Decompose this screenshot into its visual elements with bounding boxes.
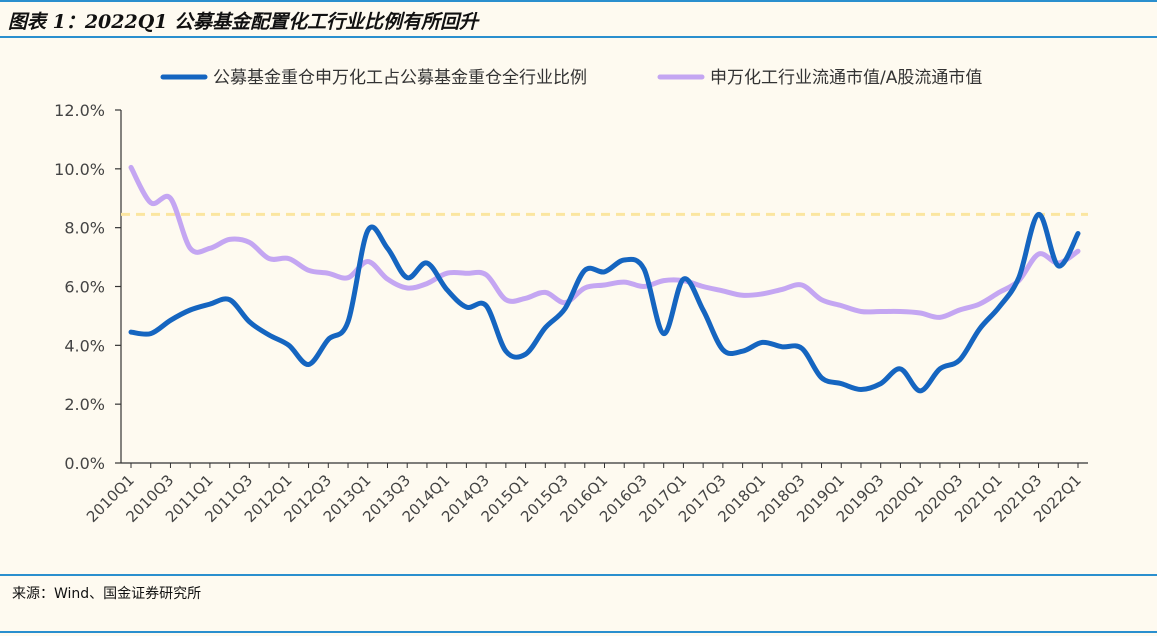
- legend-item-fund-allocation-label: 公募基金重仓申万化工占公募基金重仓全行业比例: [213, 68, 587, 88]
- y-tick-label: 12.0%: [54, 101, 105, 120]
- source-note: 来源：Wind、国金证券研究所: [12, 586, 202, 602]
- bottom-divider: [0, 631, 1157, 633]
- line-chart: 0.0%2.0%4.0%6.0%8.0%10.0%12.0%2010Q12010…: [54, 68, 1088, 526]
- y-tick-label: 2.0%: [64, 395, 105, 414]
- legend-item-market-cap-ratio-label: 申万化工行业流通市值/A股流通市值: [710, 68, 982, 88]
- series-line-fund-allocation: [128, 211, 1081, 394]
- footer-divider: [0, 574, 1157, 576]
- title-bar: 图表 1：2022Q1 公募基金配置化工行业比例有所回升: [0, 0, 1157, 38]
- y-tick-label: 4.0%: [64, 336, 105, 355]
- y-tick-label: 8.0%: [64, 219, 105, 238]
- series-line-market-cap-ratio: [128, 164, 1081, 320]
- chart-title: 图表 1：2022Q1 公募基金配置化工行业比例有所回升: [8, 11, 479, 33]
- y-tick-label: 0.0%: [64, 454, 105, 473]
- y-tick-label: 10.0%: [54, 160, 105, 179]
- y-tick-label: 6.0%: [64, 278, 105, 297]
- chart-area: 0.0% 2.0% 4.0% 6.0% 8.0% 10.0% 12.0% 2010Q1 2010…: [0, 38, 1157, 574]
